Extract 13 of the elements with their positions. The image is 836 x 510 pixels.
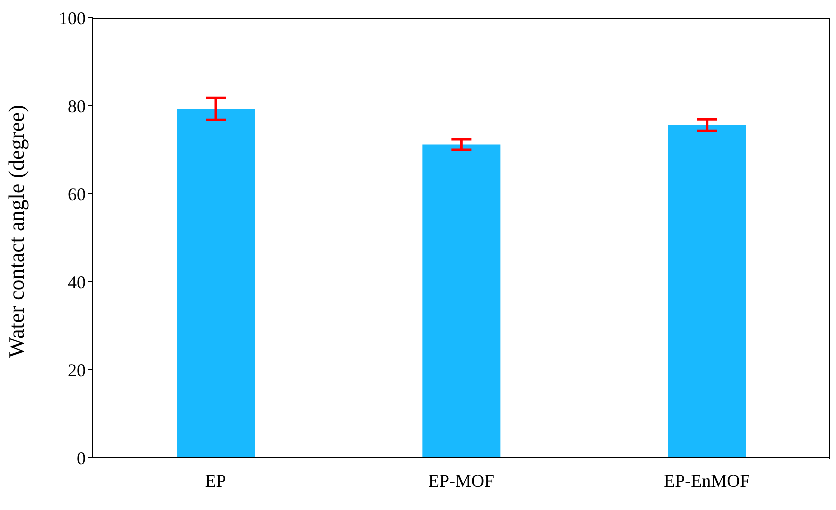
y-tick-label: 60	[68, 184, 86, 204]
bar	[668, 125, 746, 458]
x-tick-label: EP	[205, 470, 226, 491]
bar	[422, 144, 501, 458]
x-tick-label: EP-MOF	[428, 470, 495, 491]
y-tick-label: 40	[68, 272, 86, 292]
y-axis-title: Water contact angle (degree)	[4, 105, 29, 358]
bar	[177, 109, 255, 458]
y-tick-label: 100	[59, 8, 86, 28]
y-tick-label: 20	[68, 360, 86, 380]
x-tick-label: EP-EnMOF	[664, 470, 750, 491]
y-tick-label: 0	[77, 448, 86, 468]
y-tick-label: 80	[68, 96, 86, 116]
